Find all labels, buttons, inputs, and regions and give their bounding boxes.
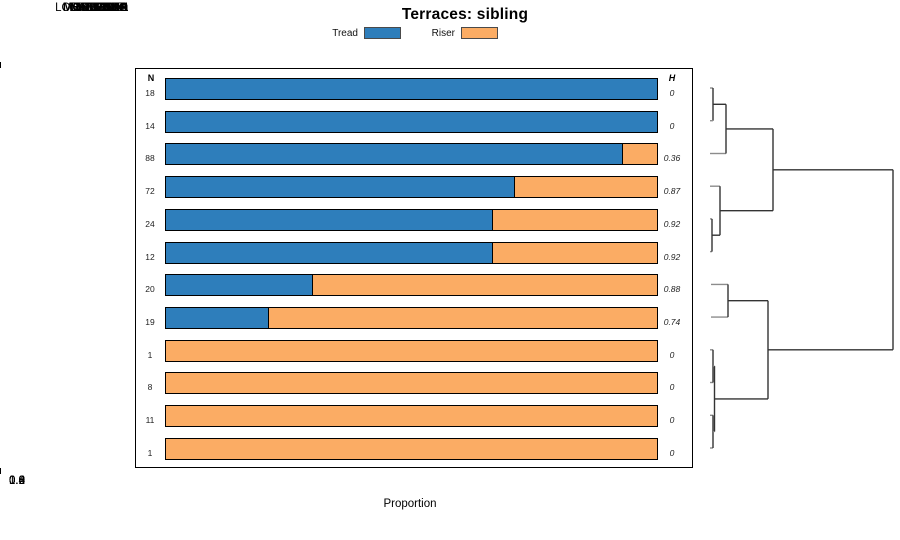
h-value: 0.92 xyxy=(663,218,681,229)
legend-swatch-tread-icon xyxy=(364,27,401,39)
category-label: TRIGO xyxy=(91,2,128,14)
h-value: 0 xyxy=(669,382,675,393)
axis-tick xyxy=(0,468,2,474)
tread-segment xyxy=(166,79,657,99)
tread-segment xyxy=(166,111,657,132)
h-value: 0.92 xyxy=(663,251,681,262)
n-value: 72 xyxy=(145,186,155,197)
n-value: 20 xyxy=(145,284,155,295)
stacked-bar xyxy=(165,405,658,427)
h-value: 0.87 xyxy=(663,186,681,197)
tread-segment xyxy=(166,209,494,230)
legend-label-tread: Tread xyxy=(332,28,358,39)
x-tick-label: 0.6 xyxy=(9,475,25,487)
chart-title: Terraces: sibling xyxy=(401,6,529,23)
tread-segment xyxy=(166,242,494,263)
tread-segment xyxy=(166,275,314,296)
tread-segment xyxy=(166,307,270,328)
stacked-bar xyxy=(165,143,658,166)
x-tick-label: 0.4 xyxy=(9,475,25,487)
axis-tick xyxy=(0,62,2,68)
n-value: 12 xyxy=(145,251,155,262)
dendrogram xyxy=(710,87,894,449)
n-value: 1 xyxy=(147,349,153,360)
n-value: 24 xyxy=(145,218,155,229)
n-value: 88 xyxy=(145,153,155,164)
x-tick-label: 0.0 xyxy=(9,475,25,487)
category-label: BOTELLA xyxy=(76,2,128,14)
x-tick-label: 0.2 xyxy=(9,475,25,487)
stacked-bar xyxy=(165,241,658,264)
x-tick-label: 1.0 xyxy=(9,475,25,487)
n-value: 11 xyxy=(145,415,155,425)
n-value: 8 xyxy=(147,382,153,393)
category-label: MODJESKA xyxy=(62,2,128,14)
plot-area: N H 18 0 14 0 88 0.36 72 0.87 24 0.92 12 0.92 20 0.88… xyxy=(135,68,693,468)
tread-segment xyxy=(166,177,515,198)
stacked-bar xyxy=(165,306,658,329)
h-value: 0 xyxy=(669,88,675,98)
n-value: 18 xyxy=(145,88,155,98)
stacked-bar xyxy=(165,437,658,460)
x-tick-label: 0.8 xyxy=(9,475,25,487)
category-label: OAK GLEN xyxy=(69,2,128,14)
n-value: 19 xyxy=(145,316,155,327)
category-label: VISTA xyxy=(95,2,128,14)
h-value: 0.36 xyxy=(663,153,681,164)
h-value: 0 xyxy=(669,447,675,458)
category-label: LODO xyxy=(95,2,128,14)
h-value: 0.88 xyxy=(663,284,681,295)
stacked-bar xyxy=(165,208,658,231)
stacked-bar xyxy=(165,339,658,362)
category-label: MORICAL xyxy=(75,2,128,14)
category-label: YORBA xyxy=(87,2,128,14)
h-value: 0 xyxy=(669,415,675,425)
n-value: 1 xyxy=(147,447,153,458)
h-column-header: H xyxy=(668,73,676,83)
category-label: MODESTO xyxy=(70,2,128,14)
category-label: CHUALAR xyxy=(73,2,128,14)
n-value: 14 xyxy=(145,120,155,131)
category-label: LOS ROBLES xyxy=(55,2,128,14)
stacked-bar xyxy=(165,274,658,297)
h-value: 0.74 xyxy=(663,316,681,327)
n-column-header: N xyxy=(147,73,155,83)
legend-swatch-riser-icon xyxy=(461,27,498,39)
stacked-bar xyxy=(165,78,658,100)
stacked-bar xyxy=(165,110,658,133)
h-value: 0 xyxy=(669,120,675,131)
x-axis-title: Proportion xyxy=(383,498,437,510)
stacked-bar xyxy=(165,176,658,199)
h-value: 0 xyxy=(669,349,675,360)
stacked-bar xyxy=(165,372,658,395)
tread-segment xyxy=(166,144,623,165)
legend-label-riser: Riser xyxy=(431,28,455,39)
category-label: HANFORD xyxy=(71,2,128,14)
